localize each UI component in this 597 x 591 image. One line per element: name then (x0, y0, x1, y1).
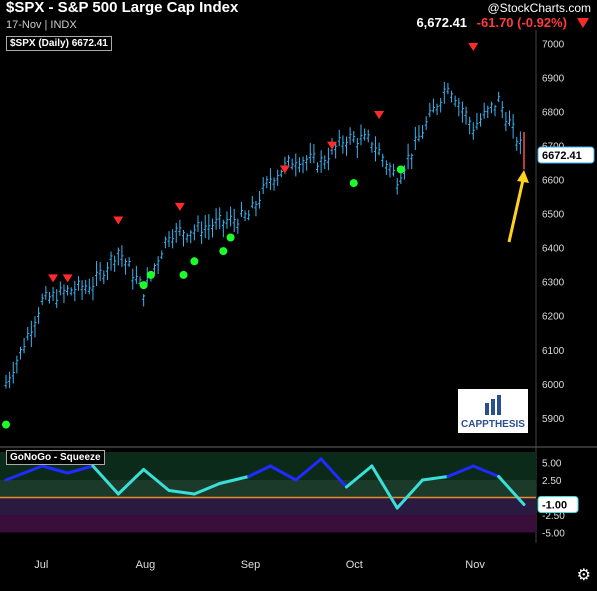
price-quote: 6,672.41 -61.70 (-0.92%) (416, 15, 567, 30)
buy-signal-dot (219, 247, 228, 256)
sell-signal-marker (468, 43, 479, 52)
last-price: 6,672.41 (416, 15, 468, 30)
chart-subtitle: 17-Nov | INDX (6, 19, 77, 31)
indicator-line-segment (395, 478, 425, 510)
indicator-line-segment (446, 464, 475, 478)
last-price-label-box (537, 146, 595, 164)
buy-signal-dot (146, 270, 155, 279)
indicator-line-segment (91, 464, 120, 496)
sell-signal-marker (327, 141, 338, 150)
sell-signal-marker (374, 111, 385, 120)
annotation-arrow (507, 179, 525, 243)
down-triangle-icon (577, 18, 589, 28)
indicator-line-segment (40, 464, 70, 475)
buy-signal-dot (226, 233, 235, 242)
indicator-line-segment (218, 475, 251, 485)
sell-signal-marker (279, 165, 290, 174)
indicator-line-segment (471, 464, 501, 478)
price-tick-label: 6100 (542, 346, 565, 357)
indicator-legend: GoNoGo - Squeeze (6, 450, 105, 465)
indicator-line-segment (247, 464, 272, 478)
price-tick-label: 6200 (542, 312, 565, 323)
x-axis-month-label: Nov (465, 559, 485, 571)
indicator-tick-label: -5.00 (542, 529, 565, 540)
buy-signal-dot (2, 420, 10, 429)
buy-signal-dot (179, 270, 188, 279)
buy-signal-dot (139, 281, 148, 290)
logo-bars-icon (485, 395, 501, 415)
indicator-line-segment (294, 457, 323, 482)
indicator-line-segment (116, 468, 146, 496)
indicator-line-segment (167, 489, 196, 496)
indicator-tick-label: 2.50 (542, 476, 562, 487)
buy-signal-dot (396, 165, 405, 174)
indicator-line-segment (421, 475, 450, 482)
squeeze-band (0, 515, 536, 533)
price-tick-label: 7000 (542, 40, 565, 51)
x-axis-month-label: Oct (346, 559, 363, 571)
price-tick-label: 6600 (542, 176, 565, 187)
price-tick-label: 6000 (542, 380, 565, 391)
price-tick-label: 6300 (542, 278, 565, 289)
sell-signal-marker (48, 274, 59, 283)
brand-label[interactable]: @StockCharts.com (487, 1, 591, 15)
indicator-line-segment (319, 457, 349, 489)
indicator-line-segment (192, 482, 222, 496)
price-tick-label: 6500 (542, 210, 565, 221)
sell-signal-marker (174, 202, 185, 211)
sell-signal-marker (113, 216, 124, 225)
last-price-label: 6672.41 (542, 150, 582, 162)
squeeze-band (0, 480, 536, 498)
x-axis-month-label: Aug (136, 559, 156, 571)
chart-title: $SPX - S&P 500 Large Cap Index (6, 0, 239, 16)
indicator-line-segment (497, 475, 526, 506)
price-tick-label: 6400 (542, 244, 565, 255)
sell-signal-marker (62, 274, 73, 283)
indicator-line-segment (4, 464, 44, 482)
indicator-line-segment (66, 464, 95, 475)
annotation-arrowhead (517, 170, 529, 183)
price-legend: $SPX (Daily) 6672.41 (6, 36, 112, 51)
indicator-line-segment (142, 468, 171, 492)
logo-text: CAPPTHESIS (461, 419, 525, 430)
price-tick-label: 6900 (542, 74, 565, 85)
gear-icon[interactable]: ⚙ (576, 567, 591, 584)
indicator-label-box (537, 496, 579, 513)
price-tick-label: 5900 (542, 414, 565, 425)
indicator-line-segment (268, 464, 298, 482)
squeeze-band (0, 497, 536, 515)
x-axis-month-label: Jul (34, 559, 48, 571)
price-tick-label: 6800 (542, 108, 565, 119)
indicator-last-label: -1.00 (542, 500, 567, 512)
indicator-tick-label: -2.50 (542, 511, 565, 522)
indicator-tick-label: 5.00 (542, 459, 562, 470)
price-change: -61.70 (-0.92%) (476, 15, 567, 30)
buy-signal-dot (349, 179, 358, 188)
x-axis-month-label: Sep (241, 559, 261, 571)
indicator-line-segment (370, 464, 399, 510)
indicator-line-segment (345, 464, 374, 489)
buy-signal-dot (190, 257, 199, 266)
capp-thesis-logo: CAPPTHESIS (458, 389, 528, 433)
